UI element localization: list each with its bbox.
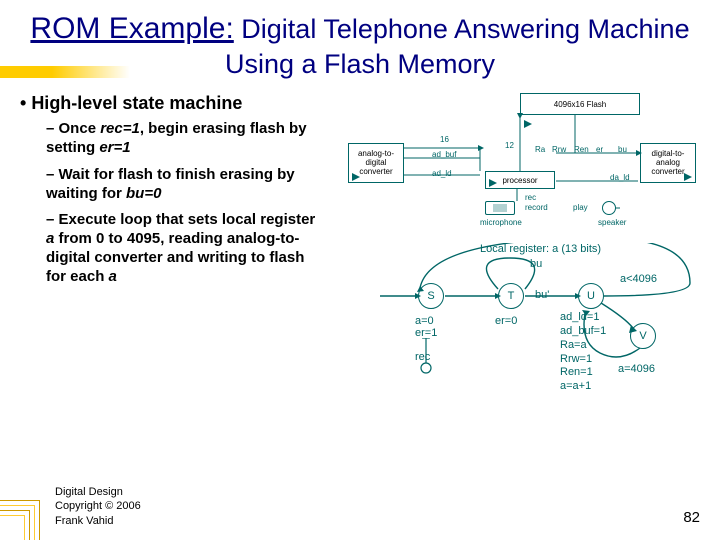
state-V: V [630, 323, 656, 349]
fsm-act-T: er=0 [495, 315, 517, 327]
tri-icon [489, 179, 497, 187]
lbl-rrw: Rrw [552, 145, 566, 154]
footer-l1: Digital Design [55, 485, 141, 499]
lbl-dald: da_ld [610, 173, 630, 182]
lbl-record: record [525, 203, 548, 212]
lbl-12: 12 [505, 141, 514, 150]
title-rest: Digital Telephone Answering Machine Usin… [225, 14, 690, 79]
fsm-bu: bu [530, 258, 542, 270]
spk-icon [602, 201, 616, 215]
fsm-act-S: a=0 er=1 [415, 315, 437, 339]
lbl-bu: bu [618, 145, 627, 154]
footer-l2: Copyright © 2006 [55, 499, 141, 513]
tri-icon [352, 173, 360, 181]
footer-l3: Frank Vahid [55, 514, 141, 528]
bullet-0: Once rec=1, begin erasing flash by setti… [46, 120, 320, 158]
fsm-act-U: ad_ld=1 ad_buf=1 Ra=a Rrw=1 Ren=1 a=a+1 [560, 311, 606, 394]
lbl-16: 16 [440, 135, 449, 144]
text-column: High-level state machine Once rec=1, beg… [20, 93, 320, 473]
fsm-bup: bu' [535, 289, 549, 301]
title-main: ROM Example: [30, 12, 233, 45]
lbl-er: er [596, 145, 603, 154]
lbl-play: play [573, 203, 588, 212]
corner-decoration [0, 490, 50, 540]
block-diagram: 4096x16 Flash analog-to- digital convert… [320, 93, 710, 473]
state-T: T [498, 283, 524, 309]
fsm-alt: a<4096 [620, 273, 657, 285]
lbl-rec: rec [525, 193, 536, 202]
lbl-ra: Ra [535, 145, 545, 154]
state-U: U [578, 283, 604, 309]
lbl-ren: Ren [574, 145, 589, 154]
fsm-localreg: Local register: a (13 bits) [480, 243, 601, 255]
tri-icon [684, 173, 692, 181]
footer: Digital Design Copyright © 2006 Frank Va… [55, 485, 141, 528]
page-number: 82 [683, 509, 700, 526]
flash-block: 4096x16 Flash [520, 93, 640, 115]
lbl-speaker: speaker [598, 218, 626, 227]
heading: High-level state machine [20, 93, 320, 114]
bullet-1: Wait for flash to finish erasing by wait… [46, 166, 320, 204]
accent-bar [0, 66, 130, 78]
mic-button [485, 201, 515, 215]
lbl-adld: ad_ld [432, 169, 452, 178]
lbl-microphone: microphone [480, 218, 522, 227]
lbl-adbuf: ad_buf [432, 150, 456, 159]
state-S: S [418, 283, 444, 309]
bullet-2: Execute loop that sets local register a … [46, 211, 320, 286]
fsm-age: a=4096 [618, 363, 655, 375]
tri-icon [524, 120, 532, 128]
